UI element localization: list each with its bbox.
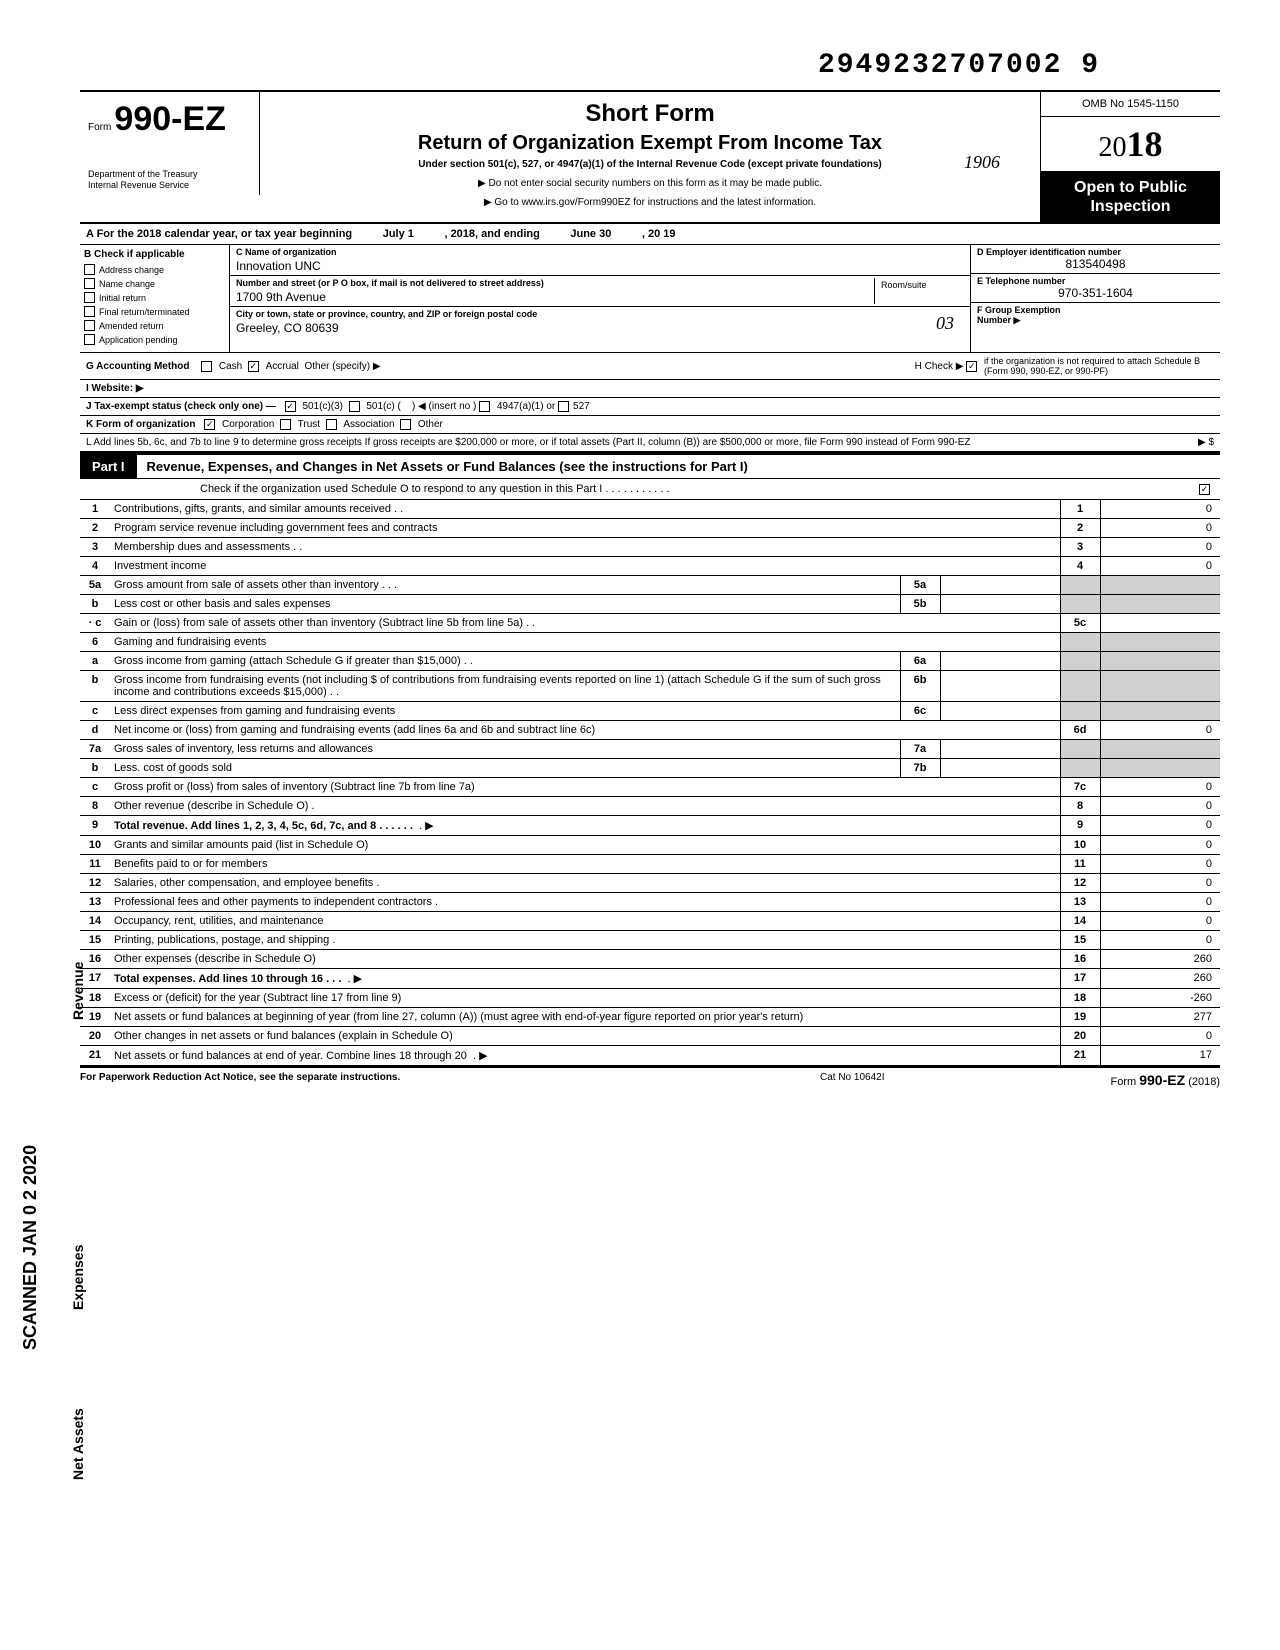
col-c-org: C Name of organization Innovation UNC Nu… <box>230 245 970 352</box>
subtitle: Under section 501(c), 527, or 4947(a)(1)… <box>270 159 1030 170</box>
checkbox-app-pending[interactable] <box>84 334 95 345</box>
checkbox-schedule-o[interactable]: ✓ <box>1199 484 1210 495</box>
line20-val: 0 <box>1100 1027 1220 1046</box>
line6d-val: 0 <box>1100 721 1220 740</box>
line4-val: 0 <box>1100 557 1220 576</box>
line12-val: 0 <box>1100 874 1220 893</box>
dln-stamp: 2949232707002 9 <box>818 50 1100 81</box>
paperwork-notice: For Paperwork Reduction Act Notice, see … <box>80 1072 820 1088</box>
instr-url: ▶ Go to www.irs.gov/Form990EZ for instru… <box>270 197 1030 208</box>
line2-val: 0 <box>1100 519 1220 538</box>
checkbox-accrual[interactable]: ✓ <box>248 361 259 372</box>
line-g-h: G Accounting Method Cash ✓ Accrual Other… <box>80 353 1220 380</box>
line7c-val: 0 <box>1100 778 1220 797</box>
form-number: 990-EZ <box>114 100 226 138</box>
org-name: Innovation UNC <box>236 259 964 273</box>
line-j-status: J Tax-exempt status (check only one) — ✓… <box>80 398 1220 416</box>
org-city: Greeley, CO 80639 <box>236 321 964 335</box>
part1-table: 1Contributions, gifts, grants, and simil… <box>80 500 1220 1067</box>
checkbox-initial-return[interactable] <box>84 292 95 303</box>
footer: For Paperwork Reduction Act Notice, see … <box>80 1067 1220 1088</box>
header-right: OMB No 1545-1150 2018 Open to Public Ins… <box>1040 92 1220 222</box>
phone: 970-351-1604 <box>977 286 1214 300</box>
handwritten-1906: 1906 <box>964 152 1000 173</box>
footer-form: Form 990-EZ (2018) <box>1020 1072 1220 1088</box>
part1-badge: Part I <box>80 455 137 478</box>
line10-val: 0 <box>1100 836 1220 855</box>
ein: 813540498 <box>977 257 1214 271</box>
section-a-tax-year: A For the 2018 calendar year, or tax yea… <box>80 224 1220 245</box>
form-header: Form 990-EZ Department of the Treasury I… <box>80 90 1220 224</box>
checkbox-4947[interactable] <box>479 401 490 412</box>
instr-ssn: ▶ Do not enter social security numbers o… <box>270 178 1030 189</box>
checkbox-name-change[interactable] <box>84 278 95 289</box>
org-info-grid: B Check if applicable Address change Nam… <box>80 245 1220 353</box>
line11-val: 0 <box>1100 855 1220 874</box>
handwritten-03: 03 <box>936 313 954 334</box>
form-number-box: Form 990-EZ Department of the Treasury I… <box>80 92 260 195</box>
checkbox-amended[interactable] <box>84 320 95 331</box>
line13-val: 0 <box>1100 893 1220 912</box>
checkbox-other[interactable] <box>400 419 411 430</box>
tax-year: 2018 <box>1041 117 1220 172</box>
checkbox-corp[interactable]: ✓ <box>204 419 215 430</box>
col-b-checkboxes: B Check if applicable Address change Nam… <box>80 245 230 352</box>
part1-title: Revenue, Expenses, and Changes in Net As… <box>147 459 1220 474</box>
line18-val: -260 <box>1100 989 1220 1008</box>
line19-val: 277 <box>1100 1008 1220 1027</box>
line16-val: 260 <box>1100 950 1220 969</box>
line21-val: 17 <box>1100 1046 1220 1067</box>
line9-val: 0 <box>1100 816 1220 836</box>
room-suite: Room/suite <box>874 278 964 304</box>
checkbox-address-change[interactable] <box>84 264 95 275</box>
side-label-revenue: Revenue <box>70 962 86 1020</box>
omb-number: OMB No 1545-1150 <box>1041 92 1220 117</box>
side-label-net-assets: Net Assets <box>70 1408 86 1480</box>
part1-header: Part I Revenue, Expenses, and Changes in… <box>80 453 1220 479</box>
header-center: Short Form Return of Organization Exempt… <box>260 92 1040 216</box>
checkbox-trust[interactable] <box>280 419 291 430</box>
title-return: Return of Organization Exempt From Incom… <box>270 132 1030 155</box>
form-page: 2949232707002 9 Form 990-EZ Department o… <box>0 0 1280 1650</box>
line8-val: 0 <box>1100 797 1220 816</box>
part1-subline: Check if the organization used Schedule … <box>80 479 1220 500</box>
line14-val: 0 <box>1100 912 1220 931</box>
open-to-public: Open to Public Inspection <box>1041 172 1220 222</box>
scanned-stamp: SCANNED JAN 0 2 2020 <box>20 1145 41 1350</box>
checkbox-final-return[interactable] <box>84 306 95 317</box>
org-street: 1700 9th Avenue <box>236 290 874 304</box>
checkbox-cash[interactable] <box>201 361 212 372</box>
checkbox-assoc[interactable] <box>326 419 337 430</box>
dept-treasury: Department of the Treasury <box>88 169 251 180</box>
line3-val: 0 <box>1100 538 1220 557</box>
line-i-website: I Website: ▶ <box>80 380 1220 398</box>
side-label-expenses: Expenses <box>70 1245 86 1310</box>
line15-val: 0 <box>1100 931 1220 950</box>
checkbox-schedule-b[interactable]: ✓ <box>966 361 977 372</box>
line-l-gross: L Add lines 5b, 6c, and 7b to line 9 to … <box>80 434 1220 453</box>
form-prefix: Form <box>88 122 111 133</box>
title-short-form: Short Form <box>270 100 1030 128</box>
checkbox-501c[interactable] <box>349 401 360 412</box>
line-k-form-org: K Form of organization ✓ Corporation Tru… <box>80 416 1220 434</box>
col-def: D Employer identification number 8135404… <box>970 245 1220 352</box>
line17-val: 260 <box>1100 969 1220 989</box>
cat-no: Cat No 10642I <box>820 1072 1020 1088</box>
line1-val: 0 <box>1100 500 1220 519</box>
dept-irs: Internal Revenue Service <box>88 180 251 191</box>
checkbox-527[interactable] <box>558 401 569 412</box>
checkbox-501c3[interactable]: ✓ <box>285 401 296 412</box>
